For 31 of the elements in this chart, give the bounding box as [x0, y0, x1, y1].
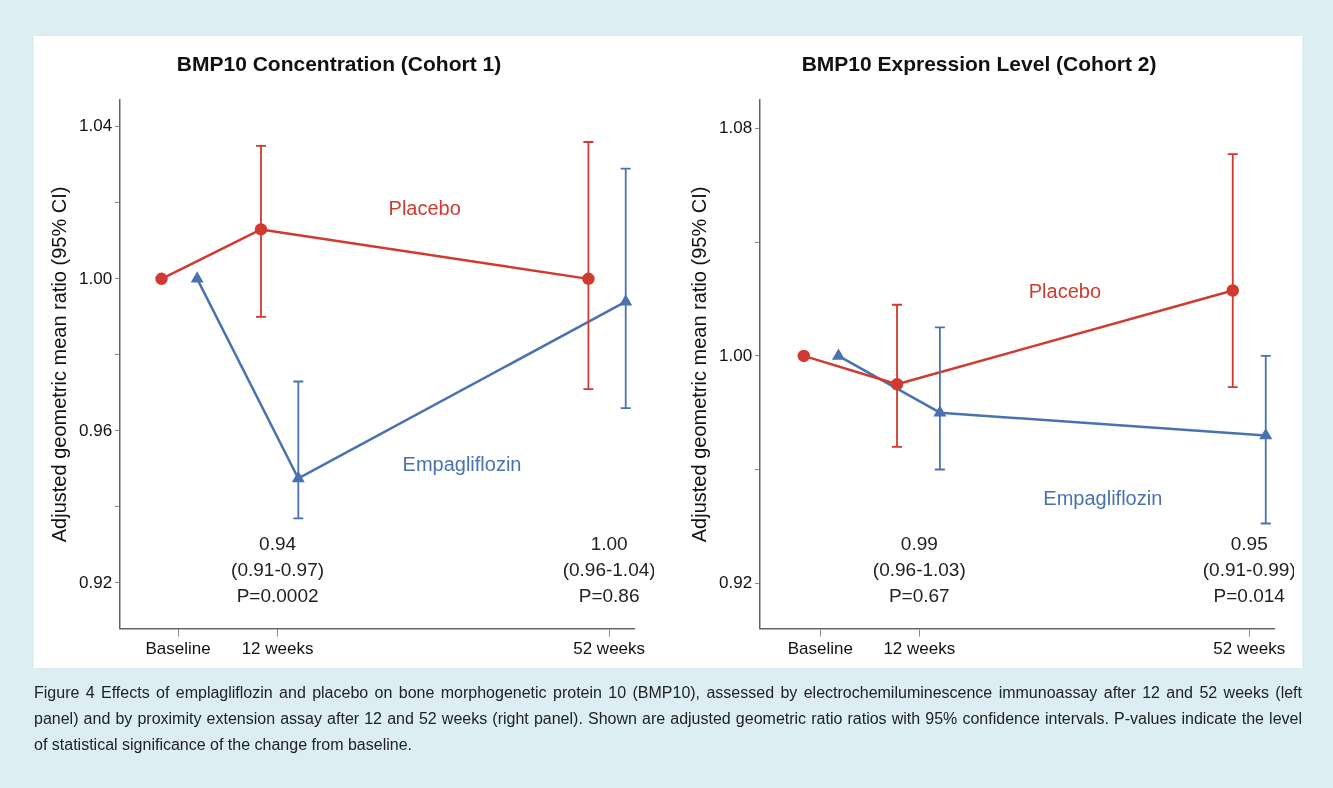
- annotation: 0.95 (0.91-0.99) P=0.014: [1202, 533, 1296, 607]
- y-tick-label: 0.92: [78, 572, 113, 592]
- chart-title: BMP10 Concentration (Cohort 1): [176, 52, 502, 76]
- y-tick-label: 1.08: [718, 118, 753, 138]
- y-axis-title: Adjusted geometric mean ratio (95% CI): [687, 186, 710, 543]
- point: [155, 272, 168, 286]
- x-tick-label: Baseline: [787, 639, 853, 659]
- point: [832, 349, 845, 360]
- chart-title: BMP10 Expression Level (Cohort 2): [801, 52, 1157, 76]
- y-tick-label: 1.00: [78, 268, 113, 288]
- series-label: Placebo: [388, 196, 461, 219]
- point: [582, 272, 595, 286]
- x-tick-label: Baseline: [145, 639, 211, 659]
- caption: Figure 4 Effects of emplagliflozin and placebo on bone morphogenetic protein 10 (BMP10), assessed by electrochemiluminescence immunoassay after 12 and 52 weeks (left panel) and by proximity extension assay after 12 and 52 weeks (right panel). Shown are adjusted geometric ratio ratios with 95% confidence intervals. P-values indicate the level of statistical significance of the change from baseline.: [34, 683, 1302, 755]
- x-tick-label: 52 weeks: [573, 639, 646, 659]
- y-tick-label: 1.04: [78, 116, 113, 136]
- x-tick-label: 12 weeks: [241, 639, 314, 659]
- annotation: 0.99 (0.96-1.03) P=0.67: [872, 533, 966, 607]
- x-tick-label: 12 weeks: [883, 639, 956, 659]
- point: [191, 272, 203, 283]
- series-label: Empagliflozin: [402, 452, 522, 475]
- y-axis-title: Adjusted geometric mean ratio (95% CI): [47, 186, 70, 543]
- annotation: 0.94 (0.91-0.97) P=0.0002: [231, 533, 325, 607]
- series-label: Placebo: [1028, 279, 1102, 302]
- point: [797, 349, 811, 363]
- annotation: 1.00 (0.96-1.04) P=0.86: [562, 533, 656, 607]
- x-tick-label: 52 weeks: [1213, 639, 1286, 659]
- y-tick-label: 0.96: [78, 420, 113, 440]
- y-tick-label: 0.92: [718, 572, 753, 592]
- text: Empagliflozin: [1043, 486, 1163, 509]
- y-tick-label: 1.00: [718, 345, 753, 365]
